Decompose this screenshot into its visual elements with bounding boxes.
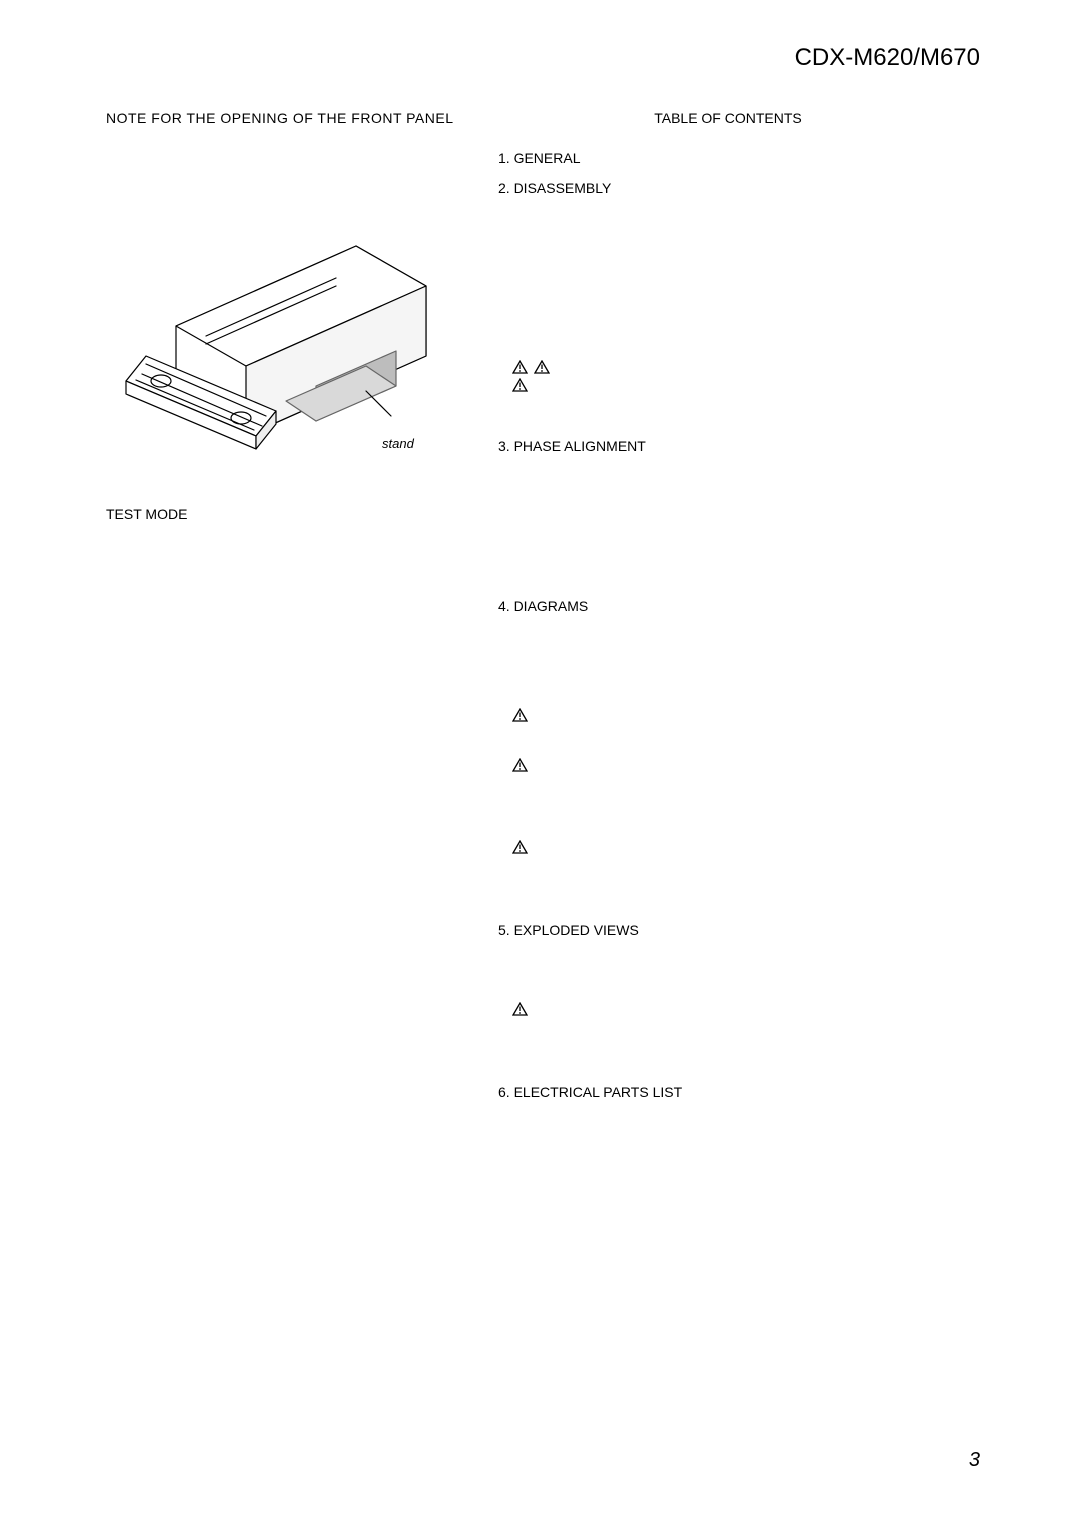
warning-icon bbox=[512, 378, 528, 392]
warning-icon bbox=[512, 840, 528, 854]
toc-item-phase: 3. PHASE ALIGNMENT bbox=[498, 438, 958, 454]
warning-icon bbox=[534, 360, 550, 374]
warning-row bbox=[512, 360, 958, 374]
warning-row bbox=[512, 758, 958, 772]
warning-row bbox=[512, 708, 958, 722]
right-column: TABLE OF CONTENTS 1. GENERAL 2. DISASSEM… bbox=[498, 110, 958, 1110]
left-column: NOTE FOR THE OPENING OF THE FRONT PANEL bbox=[106, 110, 466, 466]
stand-label: stand bbox=[382, 436, 414, 451]
toc-title: TABLE OF CONTENTS bbox=[498, 110, 958, 126]
toc-item-disassembly: 2. DISASSEMBLY bbox=[498, 180, 958, 196]
note-title: NOTE FOR THE OPENING OF THE FRONT PANEL bbox=[106, 110, 466, 126]
warning-icon bbox=[512, 1002, 528, 1016]
warning-row bbox=[512, 840, 958, 854]
toc-item-electrical: 6. ELECTRICAL PARTS LIST bbox=[498, 1084, 958, 1100]
toc-item-general: 1. GENERAL bbox=[498, 150, 958, 166]
page-number: 3 bbox=[969, 1449, 980, 1472]
toc-item-diagrams: 4. DIAGRAMS bbox=[498, 598, 958, 614]
test-mode-heading: TEST MODE bbox=[106, 506, 187, 522]
toc-item-exploded: 5. EXPLODED VIEWS bbox=[498, 922, 958, 938]
warning-icon bbox=[512, 360, 528, 374]
warning-row bbox=[512, 378, 958, 392]
warning-icon bbox=[512, 708, 528, 722]
device-illustration bbox=[106, 186, 446, 466]
warning-row bbox=[512, 1002, 958, 1016]
model-header: CDX-M620/M670 bbox=[795, 44, 980, 72]
warning-icon bbox=[512, 758, 528, 772]
